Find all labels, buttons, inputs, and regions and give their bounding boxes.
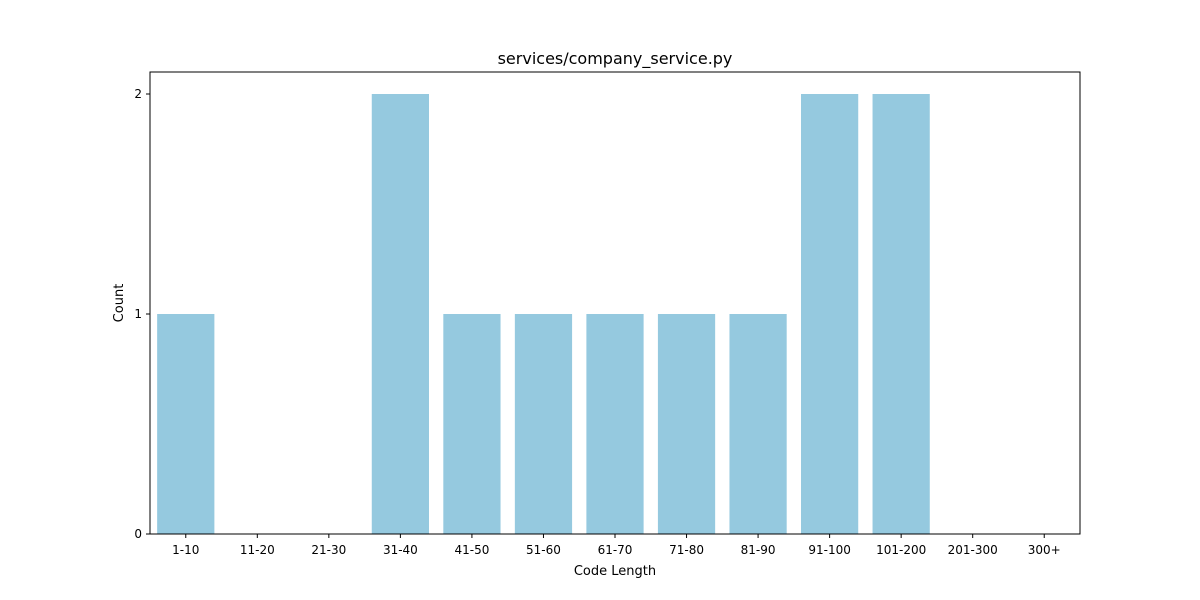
- bar-41-50: [443, 314, 501, 534]
- x-tick-label: 91-100: [808, 543, 851, 557]
- bar-31-40: [371, 94, 429, 534]
- y-tick-label: 1: [134, 307, 142, 321]
- x-tick-label: 300+: [1028, 543, 1061, 557]
- plot-frame: [149, 71, 1081, 535]
- x-tick-label: 31-40: [383, 543, 418, 557]
- bar-61-70: [586, 314, 644, 534]
- x-tick-label: 101-200: [876, 543, 926, 557]
- x-axis-label: Code Length: [574, 564, 656, 579]
- x-tick-label: 51-60: [526, 543, 561, 557]
- bar-71-80: [657, 314, 716, 534]
- x-tick-label: 61-70: [598, 543, 633, 557]
- bar-51-60: [514, 314, 573, 534]
- x-tick-label: 41-50: [454, 543, 489, 557]
- x-tick-label: 1-10: [172, 543, 199, 557]
- chart-title: services/company_service.py: [498, 49, 733, 69]
- y-tick-label: 0: [134, 527, 142, 541]
- bar-91-100: [801, 94, 859, 534]
- bar-81-90: [729, 314, 787, 534]
- x-tick-label: 201-300: [948, 543, 998, 557]
- bar-101-200: [872, 94, 930, 534]
- x-tick-label: 71-80: [669, 543, 704, 557]
- y-tick-label: 2: [134, 87, 142, 101]
- bar-series: [157, 94, 930, 534]
- x-axis-ticks: 1-10 11-20 21-30 31-40 41-50 51-60 61-70 71-80 8…: [172, 534, 1061, 557]
- y-axis-label: Count: [112, 284, 127, 323]
- bar-1-10: [157, 314, 215, 534]
- y-axis-ticks: 0 1 2: [134, 87, 150, 541]
- x-tick-label: 21-30: [311, 543, 346, 557]
- x-tick-label: 11-20: [240, 543, 275, 557]
- x-tick-label: 81-90: [741, 543, 776, 557]
